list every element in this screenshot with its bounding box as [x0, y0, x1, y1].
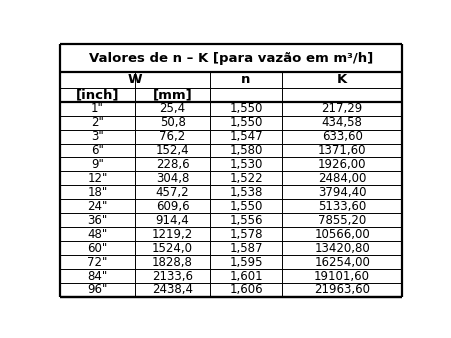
Text: 609,6: 609,6: [156, 200, 189, 213]
Text: 1,547: 1,547: [229, 130, 263, 143]
Text: 304,8: 304,8: [156, 172, 189, 185]
Text: 2133,6: 2133,6: [152, 269, 193, 283]
Text: 3": 3": [91, 130, 104, 143]
Text: 6": 6": [91, 144, 104, 157]
Text: 18": 18": [87, 186, 108, 199]
Text: 7855,20: 7855,20: [318, 214, 366, 227]
Text: 1,522: 1,522: [229, 172, 263, 185]
Text: 1,556: 1,556: [229, 214, 263, 227]
Text: 1": 1": [91, 102, 104, 115]
Text: 434,58: 434,58: [322, 116, 363, 129]
Text: 76,2: 76,2: [160, 130, 186, 143]
Text: K: K: [337, 73, 347, 87]
Text: 1926,00: 1926,00: [318, 158, 366, 171]
Text: 24": 24": [87, 200, 108, 213]
Text: 21963,60: 21963,60: [314, 284, 370, 296]
Text: 1,587: 1,587: [229, 242, 263, 255]
Text: 72": 72": [87, 256, 108, 269]
Text: 10566,00: 10566,00: [314, 228, 370, 241]
Text: 9": 9": [91, 158, 104, 171]
Text: 36": 36": [87, 214, 108, 227]
Text: 1,538: 1,538: [229, 186, 262, 199]
Text: 19101,60: 19101,60: [314, 269, 370, 283]
Text: 50,8: 50,8: [160, 116, 185, 129]
Text: 1,550: 1,550: [229, 102, 262, 115]
Text: 16254,00: 16254,00: [314, 256, 370, 269]
Text: 60": 60": [87, 242, 108, 255]
Text: Valores de n – K [para vazão em m³/h]: Valores de n – K [para vazão em m³/h]: [89, 52, 373, 65]
Text: 152,4: 152,4: [156, 144, 189, 157]
Text: 25,4: 25,4: [160, 102, 186, 115]
Text: 1,595: 1,595: [229, 256, 263, 269]
Text: [inch]: [inch]: [76, 89, 119, 101]
Text: n: n: [241, 73, 251, 87]
Text: 1,606: 1,606: [229, 284, 263, 296]
Text: 2484,00: 2484,00: [318, 172, 366, 185]
Text: 217,29: 217,29: [322, 102, 363, 115]
Text: 1,578: 1,578: [229, 228, 263, 241]
Text: 1828,8: 1828,8: [152, 256, 193, 269]
Text: 633,60: 633,60: [322, 130, 363, 143]
Text: [mm]: [mm]: [153, 89, 193, 101]
Text: 3794,40: 3794,40: [318, 186, 366, 199]
Text: 1,601: 1,601: [229, 269, 263, 283]
Text: 457,2: 457,2: [156, 186, 189, 199]
Text: 228,6: 228,6: [156, 158, 189, 171]
Text: 84": 84": [87, 269, 108, 283]
Text: 2438,4: 2438,4: [152, 284, 193, 296]
Text: 5133,60: 5133,60: [318, 200, 366, 213]
Text: 2": 2": [91, 116, 104, 129]
Text: 1,530: 1,530: [229, 158, 262, 171]
Text: 1371,60: 1371,60: [318, 144, 366, 157]
Text: 1524,0: 1524,0: [152, 242, 193, 255]
Text: 12": 12": [87, 172, 108, 185]
Text: 1219,2: 1219,2: [152, 228, 193, 241]
Text: 1,580: 1,580: [229, 144, 262, 157]
Text: 48": 48": [87, 228, 108, 241]
Text: 96": 96": [87, 284, 108, 296]
Text: W: W: [128, 73, 143, 87]
Text: 13420,80: 13420,80: [314, 242, 370, 255]
Text: 1,550: 1,550: [229, 116, 262, 129]
Text: 1,550: 1,550: [229, 200, 262, 213]
Text: 914,4: 914,4: [156, 214, 189, 227]
